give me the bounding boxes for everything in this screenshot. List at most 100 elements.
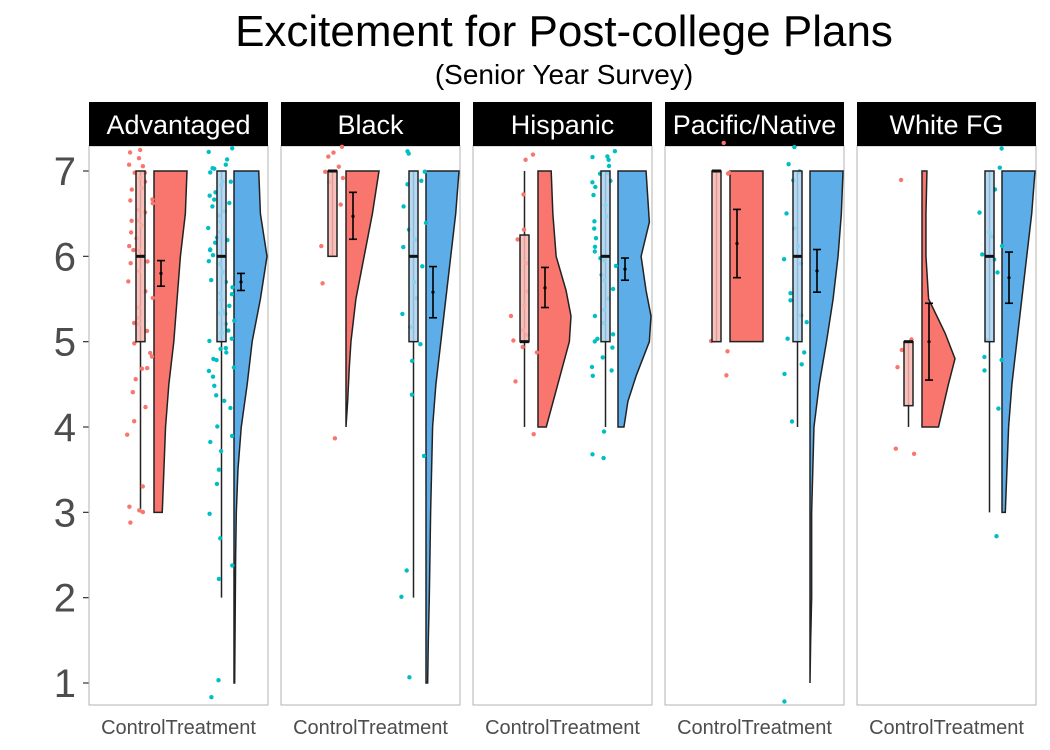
data-point (590, 452, 595, 457)
data-point (521, 227, 527, 232)
data-point (590, 180, 595, 185)
y-tick-label: 2 (54, 577, 76, 621)
density-cloud (729, 170, 764, 343)
x-tick-labels: ControlTreatment (101, 717, 256, 739)
data-point (214, 357, 219, 363)
density-cloud (617, 170, 652, 428)
data-point (999, 243, 1005, 249)
data-point (521, 192, 526, 197)
data-point (130, 390, 135, 395)
mean-point (815, 269, 819, 273)
data-point (407, 675, 412, 680)
data-point (401, 244, 406, 250)
y-tick-label: 3 (54, 491, 76, 535)
data-point (229, 433, 235, 439)
data-point (138, 147, 143, 153)
data-point (721, 140, 726, 146)
data-point (218, 448, 224, 454)
y-axis: 1 2 3 4 5 6 7 (54, 150, 89, 706)
data-point (207, 338, 212, 344)
data-point (127, 150, 133, 155)
data-point (128, 520, 133, 525)
data-point (786, 162, 791, 167)
data-point (131, 247, 136, 253)
data-point (223, 162, 228, 167)
data-point (592, 249, 597, 254)
data-point (513, 379, 518, 384)
data-point (140, 164, 146, 169)
data-point (898, 177, 904, 183)
data-point (128, 198, 133, 203)
data-point (216, 576, 222, 582)
data-point (592, 226, 597, 231)
data-point (606, 163, 612, 169)
mean-point (1007, 276, 1011, 280)
data-point (207, 193, 212, 198)
data-point (999, 146, 1004, 151)
data-point (223, 345, 228, 351)
facet-strip (89, 102, 268, 146)
data-point (399, 594, 404, 599)
data-point (610, 345, 615, 350)
data-point (206, 225, 211, 231)
data-point (319, 243, 324, 249)
data-point (610, 332, 616, 337)
data-point (210, 253, 216, 258)
facet-panel: Pacific/Native ControlTreatment (664, 102, 845, 739)
facet-panels: Advantaged ControlTreatment Black ControlTr… (88, 102, 1037, 739)
data-point (404, 568, 409, 573)
x-tick-labels: ControlTreatment (869, 717, 1024, 739)
facet-strip-label: Pacific/Native (673, 110, 837, 140)
box (519, 234, 530, 343)
data-point (590, 373, 595, 378)
y-tick-label: 5 (54, 321, 76, 365)
facet-strip (665, 102, 844, 146)
data-point (520, 344, 525, 350)
data-point (208, 247, 213, 252)
data-point (127, 243, 132, 249)
data-point (214, 393, 219, 398)
data-point (784, 211, 789, 216)
data-point (592, 219, 597, 224)
data-point (210, 374, 216, 379)
data-point (781, 257, 787, 262)
data-point (132, 419, 137, 424)
data-point (420, 264, 425, 269)
data-point (210, 204, 215, 209)
data-point (590, 154, 595, 160)
density-cloud (921, 170, 956, 428)
data-point (150, 295, 155, 301)
mean-point (623, 267, 627, 271)
data-point (609, 368, 614, 373)
mean-point (927, 340, 931, 344)
data-point (210, 166, 215, 171)
data-point (893, 446, 898, 451)
group-control (319, 144, 380, 441)
group-control (893, 170, 956, 456)
data-point (144, 328, 150, 334)
data-point (799, 362, 804, 367)
data-point (227, 200, 232, 206)
density-cloud (153, 170, 188, 514)
data-point (788, 298, 793, 303)
data-point (422, 169, 427, 174)
data-point (230, 285, 235, 290)
data-point (331, 150, 336, 155)
data-point (212, 197, 217, 202)
data-point (206, 149, 211, 155)
data-point (409, 392, 415, 397)
data-point (228, 179, 233, 184)
group-control (708, 140, 764, 378)
data-point (139, 366, 145, 371)
group-treatment (399, 149, 460, 684)
data-point (150, 197, 155, 202)
facet-strip (281, 102, 460, 146)
data-point (230, 146, 235, 151)
data-point (232, 318, 237, 323)
data-point (592, 339, 597, 344)
data-point (591, 192, 596, 198)
data-point (980, 252, 985, 257)
density-cloud (1001, 170, 1036, 514)
data-point (207, 511, 212, 516)
